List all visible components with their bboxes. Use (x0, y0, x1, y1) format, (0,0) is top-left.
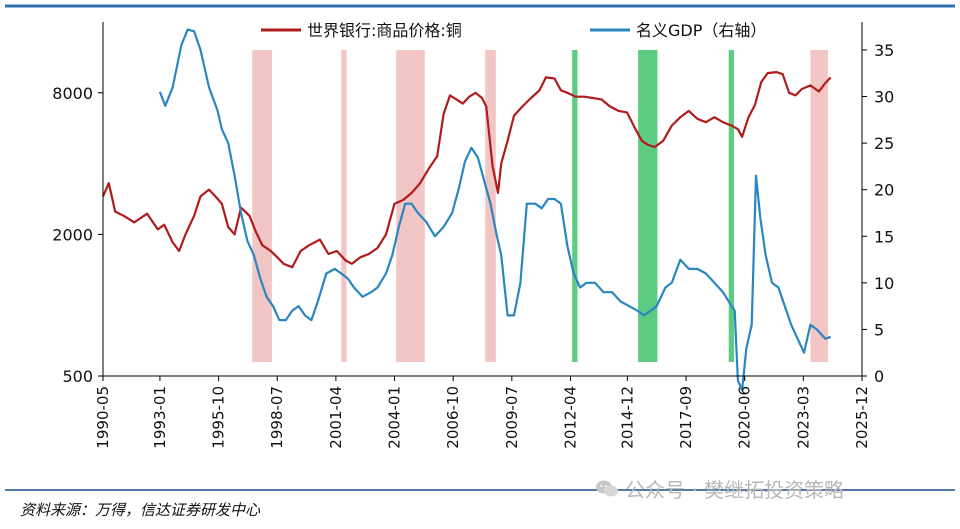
x-tick-label: 2006-10 (444, 386, 462, 449)
x-tick-label: 2017-09 (677, 386, 695, 449)
shaded-period-expansion-5 (638, 50, 658, 362)
x-tick-label: 2012-04 (561, 386, 579, 449)
shaded-period-expansion-4 (572, 50, 578, 362)
x-tick-label: 2023-03 (794, 386, 812, 449)
x-tick-label: 1995-10 (210, 386, 228, 449)
x-tick-label: 1993-01 (151, 386, 169, 449)
series-line-copper (101, 70, 832, 269)
legend-label-copper: 世界银行:商品价格:铜 (307, 21, 462, 40)
shaded-period-recession-0 (252, 50, 272, 362)
right-tick-label: 30 (874, 88, 894, 107)
watermark: 公众号 · 樊继拓投资策略 (595, 474, 844, 503)
series-line-gdp (158, 28, 832, 392)
x-tick-label: 2014-12 (618, 386, 636, 449)
source-note: 资料来源：万得，信达证券研发中心 (20, 501, 261, 519)
x-tick-label: 1990-05 (94, 386, 112, 449)
right-tick-label: 20 (874, 181, 894, 200)
right-tick-label: 5 (874, 320, 884, 339)
shaded-period-expansion-6 (728, 50, 735, 362)
x-tick-label: 1998-07 (268, 386, 286, 449)
series-layer (101, 28, 832, 392)
x-tick-label: 2020-06 (736, 386, 754, 449)
right-tick-label: 25 (874, 134, 894, 153)
x-tick-label: 2025-12 (853, 386, 871, 449)
axes (102, 22, 863, 377)
legend-label-gdp: 名义GDP（右轴） (636, 21, 766, 40)
x-tick-label: 2009-07 (503, 386, 521, 449)
shaded-period-recession-7 (810, 50, 829, 362)
x-tick-label: 2001-04 (327, 386, 345, 449)
left-tick-label: 8000 (52, 84, 93, 103)
shaded-period-recession-2 (396, 50, 425, 362)
left-tick-label: 500 (62, 367, 93, 386)
right-tick-label: 15 (874, 227, 894, 246)
watermark-text: 公众号 · 樊继拓投资策略 (625, 478, 845, 502)
right-tick-label: 10 (874, 274, 894, 293)
wechat-icon (596, 480, 618, 496)
right-tick-label: 0 (874, 367, 884, 386)
right-tick-label: 35 (874, 41, 894, 60)
tick-labels: 500 2000 8000 0 5 10 15 20 25 30 35 1990-05 1993-01 1… (52, 41, 894, 449)
legend: 世界银行:商品价格:铜 名义GDP（右轴） (261, 21, 766, 40)
shaded-period-recession-1 (341, 50, 347, 362)
x-tick-label: 2004-01 (386, 386, 404, 449)
left-tick-label: 2000 (52, 225, 93, 244)
